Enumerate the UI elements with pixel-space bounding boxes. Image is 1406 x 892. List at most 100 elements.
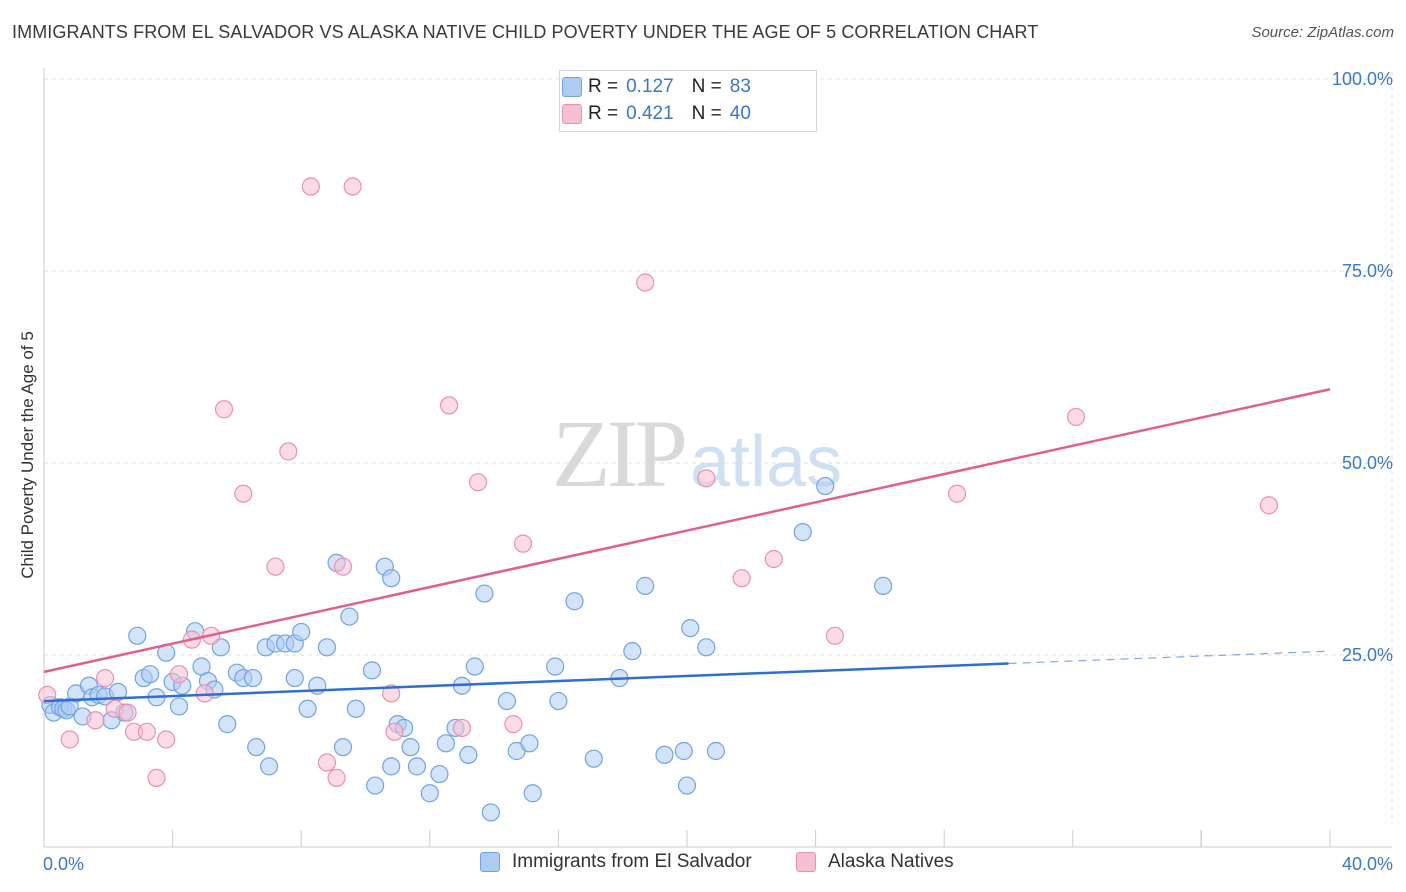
point-el-salvador <box>401 738 420 757</box>
point-el-salvador <box>382 757 401 776</box>
point-el-salvador <box>816 476 835 496</box>
point-alaska-natives <box>95 668 115 688</box>
point-alaska-natives <box>452 718 472 738</box>
point-el-salvador <box>298 699 317 718</box>
trendline-alaska-natives <box>43 388 1331 674</box>
point-alaska-natives <box>169 665 189 684</box>
y-axis-label: Child Poverty Under the Age of 5 <box>18 331 37 579</box>
point-alaska-natives <box>513 534 533 553</box>
source-label: Source: ZipAtlas.com <box>1251 24 1394 41</box>
point-el-salvador <box>382 569 401 588</box>
point-el-salvador <box>333 738 353 757</box>
legend-item-alaska-natives[interactable]: Alaska Natives <box>796 851 954 873</box>
point-el-salvador <box>140 665 160 684</box>
y-tick-label: 75.0% <box>1342 261 1393 281</box>
axes <box>43 68 1392 848</box>
point-el-salvador <box>218 715 237 734</box>
point-el-salvador <box>623 642 642 661</box>
point-alaska-natives <box>157 730 176 749</box>
point-alaska-natives <box>732 569 751 588</box>
point-el-salvador <box>523 784 542 803</box>
trendlines <box>43 388 1331 703</box>
legend-series: Immigrants from El Salvador Alaska Nativ… <box>0 851 1406 879</box>
point-el-salvador <box>259 757 279 776</box>
point-el-salvador <box>346 699 365 718</box>
point-el-salvador <box>677 776 697 795</box>
point-alaska-natives <box>86 711 105 730</box>
point-alaska-natives <box>947 484 967 503</box>
point-el-salvador <box>475 584 494 603</box>
point-alaska-natives <box>439 396 459 415</box>
point-alaska-natives <box>382 684 401 703</box>
point-el-salvador <box>681 619 700 638</box>
point-alaska-natives <box>214 400 234 419</box>
legend-swatch-blue <box>562 77 582 97</box>
point-el-salvador <box>793 523 812 542</box>
point-alaska-natives <box>118 703 137 722</box>
point-el-salvador <box>128 626 147 645</box>
point-el-salvador <box>565 592 584 611</box>
point-el-salvador <box>169 697 189 716</box>
point-el-salvador <box>247 738 266 757</box>
point-el-salvador <box>340 607 359 626</box>
point-alaska-natives <box>234 484 253 503</box>
r-label: R = <box>588 76 619 97</box>
point-el-salvador <box>362 661 382 680</box>
point-el-salvador <box>520 734 539 753</box>
legend-swatch-pink <box>562 104 582 124</box>
point-alaska-natives <box>333 557 353 576</box>
point-alaska-natives <box>697 469 716 488</box>
y-tick-label: 100.0% <box>1332 69 1393 89</box>
n-label: N = <box>691 103 722 124</box>
tick-labels: 100.0% 75.0% 50.0% 25.0% 0.0% 40.0% <box>43 69 1393 874</box>
trendline-el-salvador-extension <box>1008 650 1331 665</box>
legend-stats-row-1: R = 0.127 N = 83 <box>562 74 751 100</box>
point-alaska-natives <box>301 177 320 196</box>
n-value: 40 <box>729 103 751 124</box>
point-el-salvador <box>655 745 674 764</box>
point-el-salvador <box>407 757 427 776</box>
point-el-salvador <box>674 741 693 761</box>
legend-swatch-pink <box>796 852 816 872</box>
point-alaska-natives <box>279 442 298 461</box>
point-el-salvador <box>292 622 311 642</box>
point-el-salvador <box>436 734 455 753</box>
point-alaska-natives <box>317 753 337 772</box>
point-alaska-natives <box>60 730 79 749</box>
point-el-salvador <box>285 668 304 688</box>
point-alaska-natives <box>764 549 783 569</box>
point-alaska-natives <box>385 722 404 741</box>
point-el-salvador <box>243 668 263 688</box>
point-el-salvador <box>874 576 893 595</box>
point-el-salvador <box>636 576 655 595</box>
legend-item-el-salvador[interactable]: Immigrants from El Salvador <box>480 851 752 873</box>
point-el-salvador <box>317 638 337 657</box>
y-tick-label: 25.0% <box>1342 645 1393 665</box>
point-alaska-natives <box>343 177 362 196</box>
series-el-salvador-points <box>41 476 893 822</box>
point-el-salvador <box>706 741 726 761</box>
point-el-salvador <box>481 803 500 822</box>
point-el-salvador <box>459 745 478 764</box>
chart-title: IMMIGRANTS FROM EL SALVADOR VS ALASKA NA… <box>12 22 1039 42</box>
x-tick-label: 0.0% <box>43 854 84 874</box>
legend-stats-row-2: R = 0.421 N = 40 <box>562 101 751 127</box>
series-alaska-natives-points <box>38 177 1279 787</box>
point-el-salvador <box>546 657 565 676</box>
n-value: 83 <box>729 76 751 97</box>
r-value: 0.127 <box>626 76 674 97</box>
point-alaska-natives <box>1259 496 1279 515</box>
point-el-salvador <box>584 749 603 768</box>
trendline-el-salvador <box>43 662 1009 703</box>
y-tick-label: 50.0% <box>1342 453 1393 473</box>
legend-label: Alaska Natives <box>828 851 954 872</box>
legend-stats: R = 0.127 N = 83 R = 0.421 N = 40 <box>559 70 817 132</box>
point-alaska-natives <box>38 685 57 705</box>
legend-swatch-blue <box>480 852 500 872</box>
point-alaska-natives <box>468 473 488 492</box>
point-el-salvador <box>497 691 517 711</box>
point-alaska-natives <box>825 626 844 645</box>
r-label: R = <box>588 103 619 124</box>
point-el-salvador <box>697 638 716 657</box>
